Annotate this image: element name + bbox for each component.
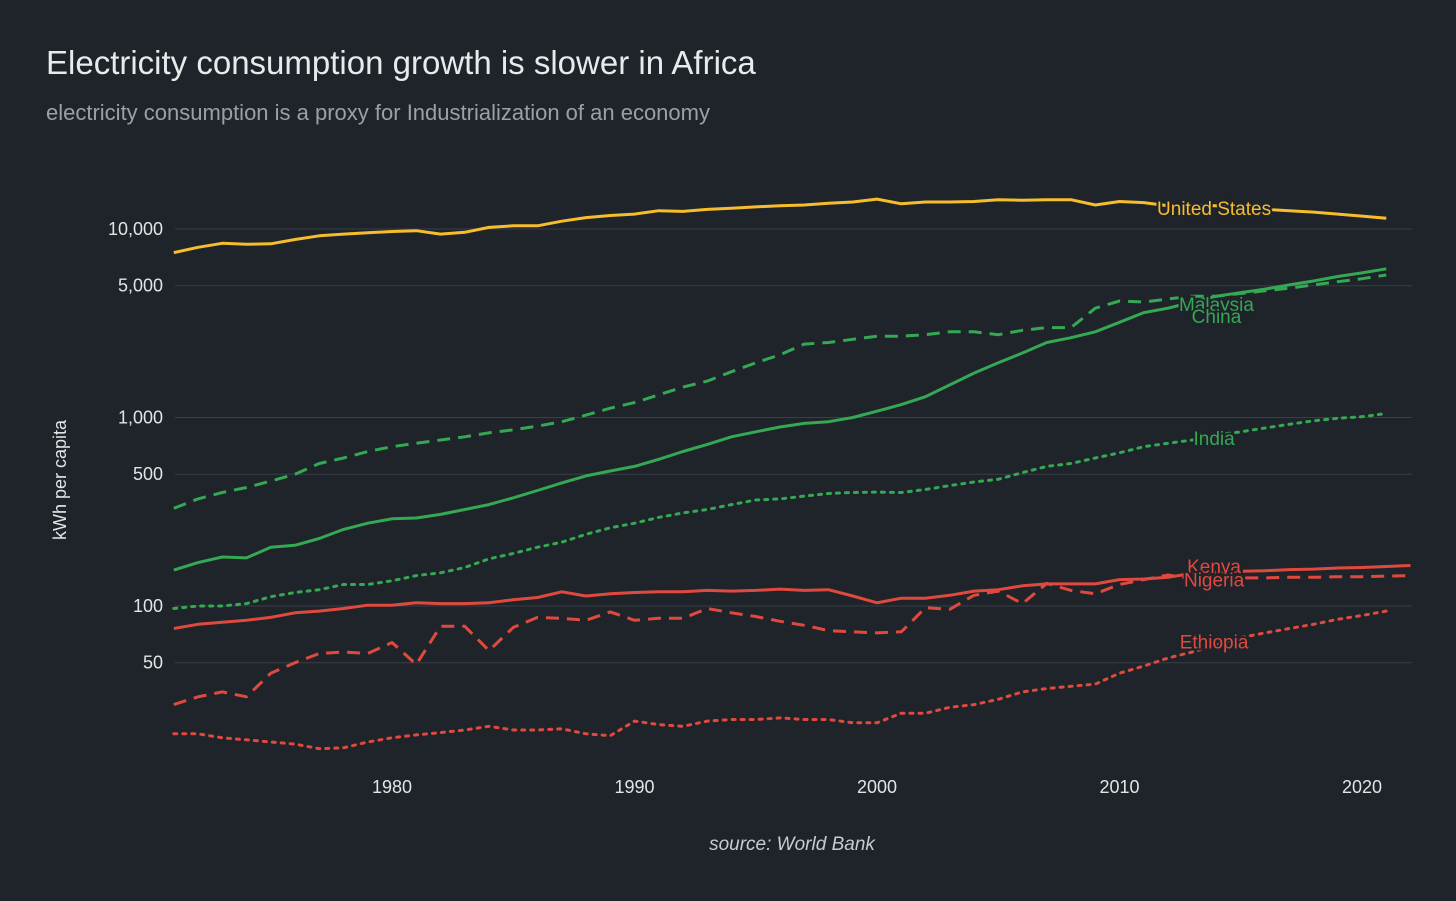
x-tick-label: 2010 [1099,777,1139,797]
series-line-malaysia [173,273,1387,510]
x-axis-ticks: 1980 1990 2000 2010 2020 [372,777,1382,797]
series-label-kenya: Kenya [1187,557,1241,578]
series-label-united-states: United States [1157,199,1271,220]
series-line-china [173,267,1387,572]
y-tick-label: 10,000 [108,219,163,239]
x-tick-label: 1980 [372,777,412,797]
y-tick-label: 5,000 [118,276,163,296]
y-axis-title: kWh per capita [50,419,70,540]
series-label-ethiopia: Ethiopia [1180,632,1249,653]
series-lines [172,197,1411,751]
chart-title: Electricity consumption growth is slower… [46,44,756,81]
x-tick-label: 1990 [614,777,654,797]
y-tick-label: 50 [143,653,163,673]
x-tick-label: 2020 [1342,777,1382,797]
series-line-nigeria [173,573,1411,707]
series-label-china: China [1192,307,1242,328]
y-tick-label: 100 [133,596,163,616]
y-tick-label: 500 [133,464,163,484]
series-line-ethiopia [172,609,1388,751]
series-line-kenya [173,564,1411,630]
series-line-united-states [173,197,1387,255]
series-line-india [172,412,1388,610]
source-caption: source: World Bank [709,834,876,855]
y-axis-ticks: 50 100 500 1,000 5,000 10,000 [108,219,163,673]
gridlines [175,228,1412,664]
series-label-nigeria: Nigeria [1184,571,1245,592]
x-tick-label: 2000 [857,777,897,797]
chart-subtitle: electricity consumption is a proxy for I… [46,100,710,125]
series-label-india: India [1193,429,1235,450]
series-label-malaysia: Malaysia [1179,295,1254,316]
y-tick-label: 1,000 [118,408,163,428]
